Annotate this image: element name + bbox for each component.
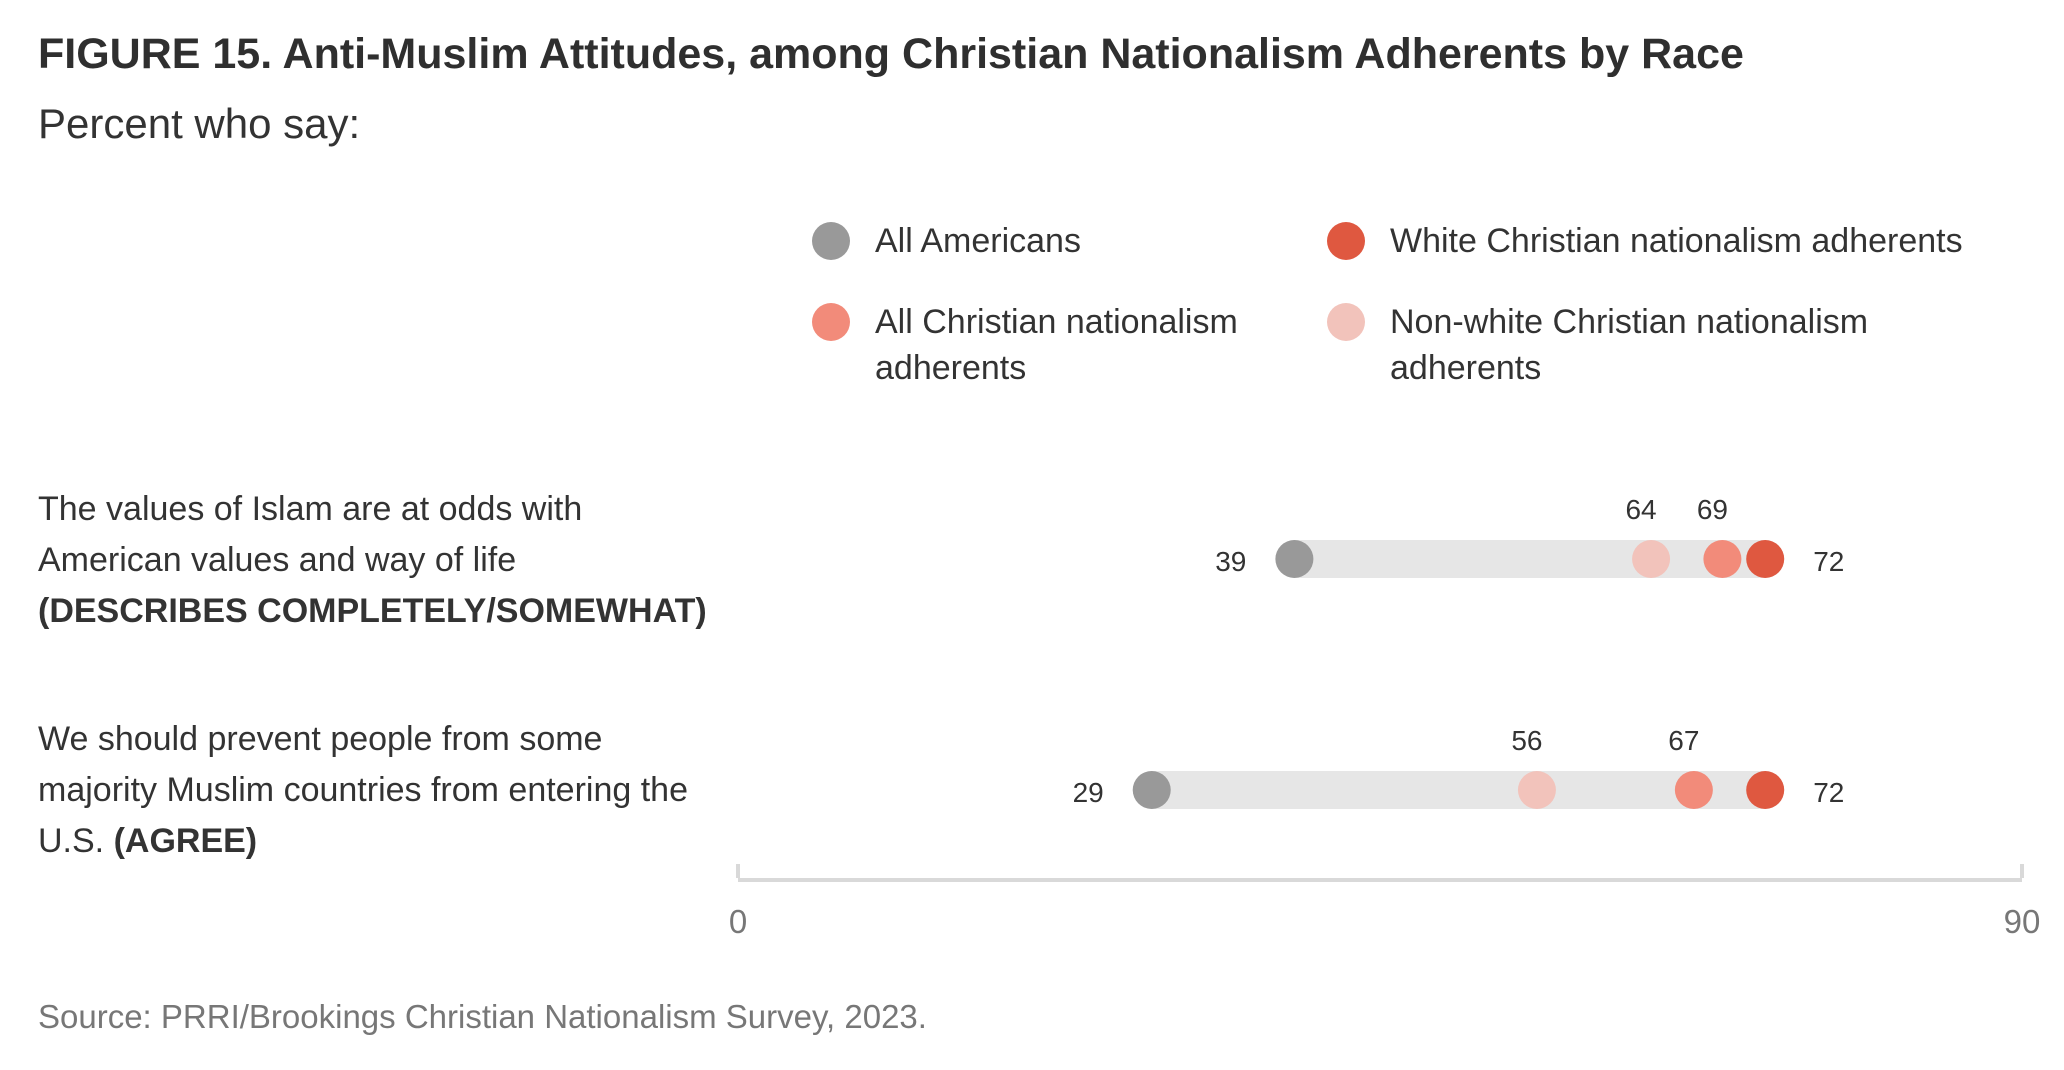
dot-nonwhite_cn-2 — [1517, 771, 1556, 809]
legend-item-white-cn: White Christian nationalism adherents — [1327, 218, 2030, 264]
dot-all_americans-1 — [1275, 540, 1314, 578]
value-label-all_cn-2: 67 — [1668, 725, 1699, 756]
question-2-qualifier: (AGREE) — [113, 822, 258, 860]
x-tick-label-90: 90 — [2004, 903, 2041, 940]
dot-white_cn-1 — [1746, 540, 1785, 578]
question-1-qualifier: (DESCRIBES COMPLETELY/SOMEWHAT) — [38, 592, 707, 630]
legend-item-nonwhite-cn: Non-white Christian nationalism adherent… — [1327, 299, 1950, 391]
value-label-all_americans-1: 39 — [1215, 546, 1246, 577]
source-note: Source: PRRI/Brookings Christian Nationa… — [38, 998, 927, 1035]
chart-title: FIGURE 15. Anti-Muslim Attitudes, among … — [38, 30, 1744, 78]
legend-label-nonwhite-cn: Non-white Christian nationalism adherent… — [1390, 303, 1869, 387]
question-1-label: The values of Islam are at odds with Ame… — [38, 484, 708, 637]
value-label-white_cn-2: 72 — [1813, 777, 1844, 808]
legend-item-all-americans: All Americans — [812, 218, 1295, 264]
legend-dot-nonwhite-cn — [1327, 303, 1365, 341]
dot-all_cn-2 — [1674, 771, 1713, 809]
value-label-all_cn-1: 69 — [1697, 494, 1728, 525]
legend-label-all-americans: All Americans — [875, 222, 1081, 260]
dot-all_cn-1 — [1703, 540, 1742, 578]
dot-nonwhite_cn-1 — [1632, 540, 1671, 578]
value-label-nonwhite_cn-2: 56 — [1511, 725, 1542, 756]
legend-item-all-cn: All Christian nationalism adherents — [812, 299, 1285, 391]
chart-subtitle: Percent who say: — [38, 100, 361, 147]
question-2-text: We should prevent people from some major… — [38, 720, 689, 860]
legend-label-white-cn: White Christian nationalism adherents — [1390, 222, 1963, 260]
question-1-text: The values of Islam are at odds with Ame… — [38, 490, 583, 579]
dot-white_cn-2 — [1746, 771, 1785, 809]
value-label-nonwhite_cn-1: 64 — [1625, 494, 1656, 525]
value-label-white_cn-1: 72 — [1813, 546, 1844, 577]
legend-dot-all-cn — [812, 303, 850, 341]
value-label-all_americans-2: 29 — [1073, 777, 1104, 808]
x-tick-label-0: 0 — [729, 903, 747, 940]
dot-all_americans-2 — [1132, 771, 1171, 809]
legend-dot-all-americans — [812, 222, 850, 260]
question-2-label: We should prevent people from some major… — [38, 714, 708, 867]
legend-label-all-cn: All Christian nationalism adherents — [875, 303, 1238, 387]
legend-dot-white-cn — [1327, 222, 1365, 260]
